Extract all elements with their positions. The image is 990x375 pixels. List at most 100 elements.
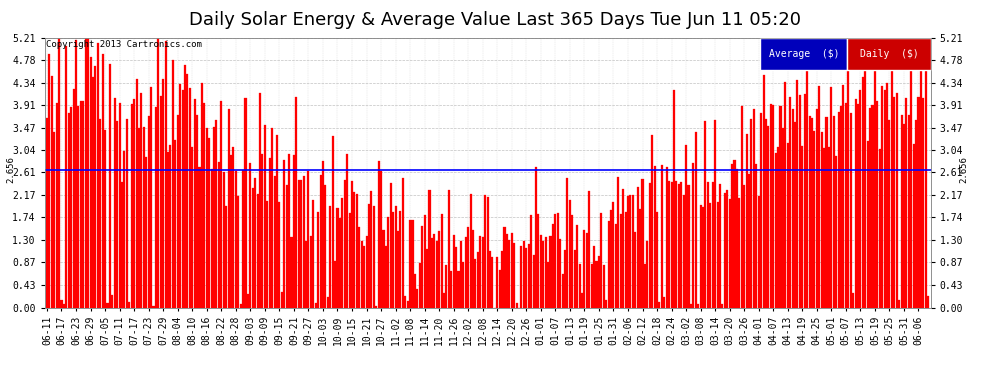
Bar (285, 184, 288, 308)
Bar (138, 128, 140, 308)
Bar (928, 296, 930, 307)
Bar (893, 97, 895, 308)
Bar (278, 202, 280, 308)
Bar (521, 246, 523, 308)
Bar (220, 101, 223, 308)
Bar (397, 231, 399, 308)
Bar (159, 96, 161, 308)
Bar (392, 213, 394, 308)
Bar (295, 97, 297, 308)
Bar (407, 301, 409, 307)
Bar (920, 64, 922, 308)
Bar (745, 134, 747, 308)
Bar (97, 44, 99, 308)
Bar (685, 145, 687, 308)
Bar (276, 135, 278, 308)
Bar (263, 125, 266, 308)
Bar (731, 164, 734, 308)
Bar (77, 106, 79, 308)
Bar (697, 304, 699, 307)
Bar (228, 109, 230, 308)
Bar (658, 302, 660, 307)
Bar (65, 46, 67, 308)
Bar (189, 88, 191, 308)
Bar (752, 109, 755, 308)
Bar (593, 246, 595, 308)
Bar (60, 300, 62, 307)
Bar (898, 300, 900, 307)
Bar (896, 93, 898, 308)
Bar (268, 158, 270, 308)
Bar (303, 176, 305, 308)
Bar (690, 304, 692, 307)
Bar (424, 215, 426, 308)
Bar (360, 242, 362, 308)
Bar (169, 145, 171, 308)
Bar (325, 184, 327, 308)
Bar (450, 272, 452, 308)
Bar (854, 99, 856, 308)
Bar (87, 38, 89, 308)
Bar (114, 98, 116, 308)
Bar (722, 304, 724, 307)
Bar (656, 212, 658, 308)
Bar (511, 233, 513, 308)
Bar (774, 153, 777, 308)
Bar (133, 99, 136, 308)
Bar (85, 38, 87, 308)
Text: 2.656: 2.656 (959, 156, 969, 183)
Bar (576, 225, 578, 308)
Bar (540, 235, 542, 308)
Bar (172, 60, 174, 308)
Bar (63, 304, 65, 307)
Bar (864, 51, 866, 308)
Bar (332, 136, 334, 308)
Bar (838, 111, 840, 308)
Bar (622, 189, 624, 308)
Bar (646, 241, 648, 308)
Bar (436, 241, 438, 308)
Bar (651, 135, 653, 308)
Bar (99, 119, 101, 308)
Bar (811, 118, 813, 308)
Bar (261, 154, 263, 308)
Bar (554, 213, 556, 308)
Bar (801, 146, 803, 308)
Bar (530, 215, 533, 308)
Bar (462, 262, 464, 308)
Bar (344, 180, 346, 308)
Bar (692, 162, 694, 308)
Bar (844, 103, 846, 308)
Bar (446, 265, 447, 308)
Bar (709, 203, 712, 308)
Bar (477, 252, 479, 308)
Bar (767, 126, 769, 308)
Bar (377, 161, 379, 308)
Bar (712, 182, 714, 308)
Bar (358, 227, 360, 308)
Bar (167, 152, 169, 308)
Bar (148, 116, 149, 308)
Bar (630, 195, 632, 308)
Bar (586, 233, 588, 308)
Bar (653, 166, 655, 308)
Bar (879, 148, 881, 308)
Bar (203, 104, 205, 308)
Bar (755, 164, 757, 308)
Bar (230, 155, 232, 308)
Bar (162, 79, 164, 308)
Text: Average  ($): Average ($) (768, 49, 840, 59)
Bar (414, 273, 416, 308)
Bar (891, 38, 893, 308)
Bar (831, 87, 833, 308)
Bar (290, 237, 292, 308)
Bar (136, 78, 138, 308)
Bar (736, 169, 738, 308)
Bar (464, 237, 467, 308)
Bar (661, 165, 663, 308)
Bar (157, 38, 159, 308)
Bar (363, 246, 365, 308)
Bar (826, 117, 828, 308)
Bar (816, 109, 818, 307)
Bar (556, 213, 558, 308)
